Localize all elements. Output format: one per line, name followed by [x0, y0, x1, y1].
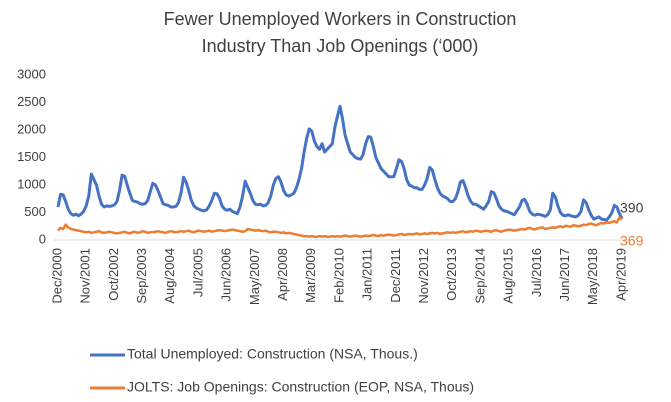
x-tick-label: Jan/2011: [360, 248, 375, 301]
x-tick-label: Nov/2001: [78, 248, 93, 304]
x-tick-label: Jun/2006: [219, 248, 234, 301]
y-tick-label: 2500: [17, 94, 46, 109]
x-tick-label: Sep/2003: [134, 248, 149, 304]
legend-label: JOLTS: Job Openings: Construction (EOP, …: [127, 379, 474, 395]
end-value-label: 369: [620, 232, 644, 248]
x-tick-label: Jul/2016: [529, 248, 544, 297]
series-line: [56, 104, 624, 222]
series-line: [57, 216, 623, 238]
x-tick-label: Apr/2019: [613, 248, 628, 301]
x-tick-label: Oct/2002: [106, 248, 121, 301]
x-tick-label: Mar/2009: [303, 248, 318, 303]
x-tick-label: Jun/2017: [557, 248, 572, 302]
y-tick-label: 0: [39, 231, 46, 246]
x-tick-label: May/2018: [585, 248, 600, 305]
y-tick-label: 500: [24, 204, 46, 219]
x-tick-label: Dec/2011: [388, 248, 403, 303]
x-tick-label: Aug/2015: [501, 248, 516, 304]
x-tick-label: Jul/2005: [190, 248, 205, 297]
y-tick-label: 3000: [17, 66, 46, 81]
x-tick-label: Feb/2010: [331, 248, 346, 303]
x-tick-label: Nov/2012: [416, 248, 431, 304]
x-tick-label: Dec/2000: [49, 248, 64, 304]
x-tick-label: Aug/2004: [162, 248, 177, 304]
x-tick-label: Apr/2008: [275, 248, 290, 301]
y-tick-label: 1500: [17, 149, 46, 164]
legend-label: Total Unemployed: Construction (NSA, Tho…: [127, 346, 418, 362]
y-tick-label: 1000: [17, 176, 46, 191]
x-tick-label: Oct/2013: [444, 248, 459, 301]
x-tick-label: May/2007: [247, 248, 262, 305]
chart-title: Fewer Unemployed Workers in Construction…: [163, 9, 517, 56]
y-tick-label: 2000: [17, 121, 46, 136]
end-value-label: 390: [620, 199, 644, 215]
x-tick-label: Sep/2014: [472, 248, 487, 304]
